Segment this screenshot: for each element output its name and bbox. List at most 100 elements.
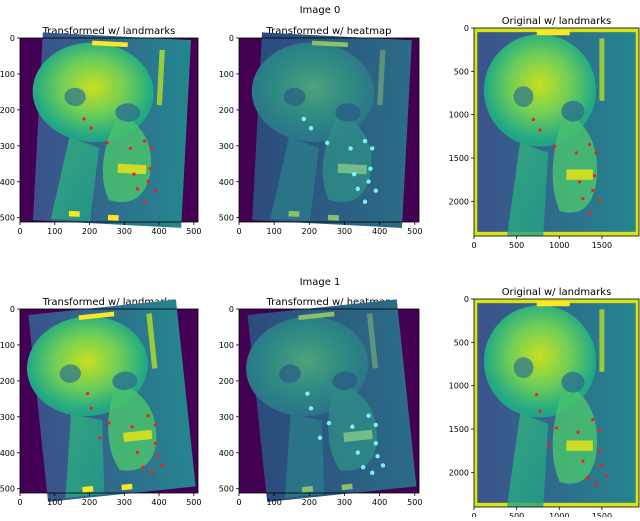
x-tick-label: 400: [372, 227, 387, 236]
y-tick-label: 300: [219, 142, 234, 151]
y-tick-label: 400: [0, 178, 15, 187]
y-tick-label: 200: [219, 377, 234, 386]
heatmap-marker: [301, 116, 306, 122]
heatmap-marker: [348, 146, 353, 151]
landmark-marker: [553, 144, 557, 149]
y-tick-label: 100: [0, 70, 15, 79]
x-tick-label: 500: [186, 498, 201, 507]
y-tick-label: 300: [0, 413, 15, 422]
x-tick-label: 1500: [592, 241, 612, 250]
panel-title: Transformed w/ heatmap: [266, 26, 392, 37]
heatmap-marker: [361, 465, 366, 470]
landmark-marker: [153, 189, 157, 193]
heatmap-marker: [362, 138, 368, 144]
x-tick-label: 200: [302, 227, 317, 236]
xray-image: [20, 32, 198, 228]
x-tick-label: 100: [267, 227, 282, 236]
axes-frame: [19, 308, 199, 494]
x-tick-label: 1000: [549, 512, 569, 517]
y-tick-label: 1000: [449, 111, 469, 120]
y-tick-label: 0: [10, 34, 15, 43]
landmark-marker: [82, 117, 86, 121]
y-tick-label: 500: [454, 67, 469, 76]
landmark-marker: [546, 443, 550, 447]
heatmap-marker: [308, 125, 314, 131]
landmark-marker: [554, 426, 559, 430]
axes-frame: [238, 308, 420, 494]
landmark-marker: [155, 454, 159, 458]
y-tick-label: 1500: [449, 154, 469, 163]
landmark-marker: [150, 146, 154, 150]
y-tick-label: 0: [10, 305, 15, 314]
panel-1-2: Original w/ landmarks 0 500 1000 1500 0 500 100…: [449, 287, 640, 521]
landmark-marker: [581, 459, 585, 463]
landmark-marker: [587, 211, 592, 215]
x-tick-label: 1000: [549, 241, 569, 250]
heatmap-marker: [362, 199, 368, 204]
landmark-marker: [591, 418, 595, 422]
y-tick-label: 500: [0, 485, 15, 494]
landmark-marker: [128, 146, 132, 150]
landmark-marker: [587, 142, 592, 147]
y-tick-label: 200: [0, 377, 15, 386]
y-tick-label: 0: [229, 305, 234, 314]
landmark-marker: [153, 423, 157, 427]
y-tick-label: 500: [219, 485, 234, 494]
landmark-marker: [146, 414, 150, 418]
x-tick-label: 0: [471, 512, 476, 517]
y-tick-label: 500: [219, 214, 234, 223]
y-tick-label: 0: [464, 24, 469, 33]
heatmap-marker: [380, 463, 386, 468]
heatmap-marker: [355, 450, 360, 455]
landmark-marker: [89, 126, 93, 130]
landmark-marker: [153, 441, 157, 445]
landmark-marker: [89, 406, 93, 410]
y-tick-label: 0: [229, 34, 234, 43]
x-tick-label: 300: [117, 227, 132, 236]
landmark-marker: [143, 139, 147, 143]
x-tick-label: 0: [17, 498, 22, 507]
xray-image: [239, 299, 419, 503]
y-tick-label: 0: [464, 295, 469, 304]
figure-row-1: Image 1 Transformed w/ landmarks 0 100 200 30…: [0, 277, 640, 521]
heatmap-marker: [352, 171, 357, 177]
heatmap-marker: [317, 435, 323, 440]
panel-title: Original w/ landmarks: [502, 16, 612, 27]
x-tick-label: 400: [151, 227, 166, 236]
heatmap-marker: [373, 422, 378, 428]
x-tick-label: 100: [47, 227, 62, 236]
landmark-marker: [98, 436, 102, 440]
landmark-marker: [105, 141, 109, 145]
landmark-marker: [594, 482, 598, 486]
y-tick-label: 100: [0, 341, 15, 350]
landmark-marker: [586, 476, 590, 480]
y-tick-label: 400: [219, 449, 234, 458]
heatmap-marker: [308, 406, 314, 411]
landmark-marker: [146, 179, 150, 184]
xray-image: [474, 299, 639, 507]
x-tick-label: 500: [407, 498, 422, 507]
landmark-marker: [538, 409, 542, 413]
y-tick-label: 400: [0, 449, 15, 458]
heatmap-marker: [368, 166, 373, 171]
panel-title: Transformed w/ landmarks: [42, 26, 176, 37]
y-tick-label: 100: [219, 70, 234, 79]
y-tick-label: 1000: [449, 382, 469, 391]
landmark-marker: [143, 200, 147, 204]
landmark-marker: [538, 128, 542, 132]
xray-image: [474, 28, 639, 236]
landmark-marker: [141, 465, 145, 469]
heatmap-marker: [350, 424, 355, 429]
landmark-marker: [597, 449, 602, 453]
landmark-marker: [107, 421, 111, 425]
landmark-marker: [535, 393, 539, 397]
heatmap-marker: [355, 186, 360, 192]
axes-frame: [473, 27, 640, 237]
y-tick-label: 500: [454, 338, 469, 347]
axes-frame: [238, 37, 420, 223]
landmark-marker: [531, 117, 536, 122]
x-tick-label: 500: [509, 512, 524, 517]
row-title: Image 1: [300, 277, 341, 288]
landmark-marker: [150, 471, 154, 475]
